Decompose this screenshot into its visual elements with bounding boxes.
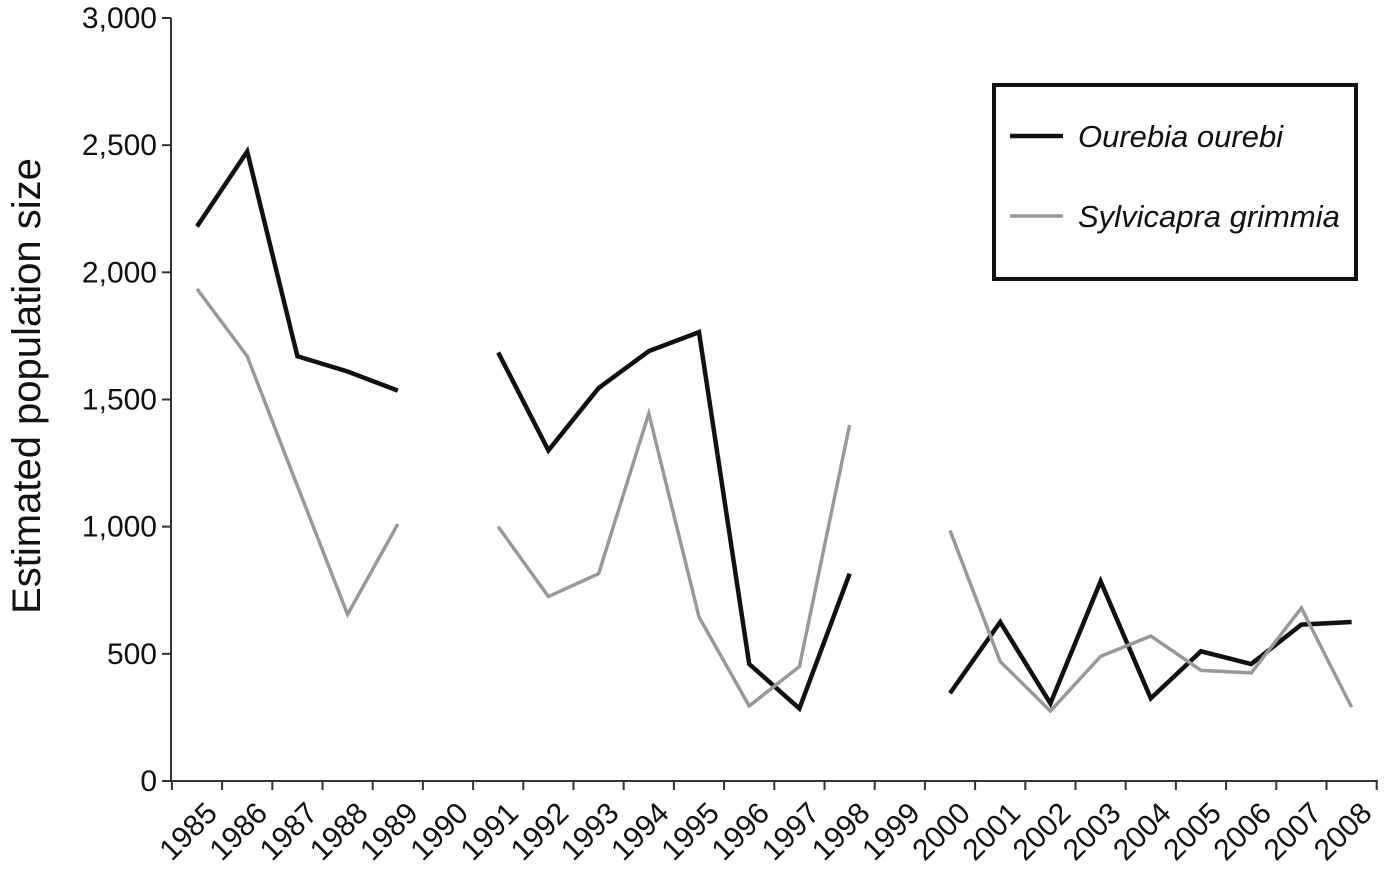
series-line-segment: [496, 406, 852, 709]
series-line-segment: [948, 575, 1352, 709]
x-tick-label: 2001: [957, 797, 1028, 868]
x-tick-label: 2007: [1258, 797, 1329, 868]
x-tick-label: 1990: [404, 797, 475, 868]
series-lines: [195, 146, 1354, 714]
x-tick-label: 1989: [354, 797, 425, 868]
x-tick-label: 1985: [153, 797, 224, 868]
legend-box: [992, 83, 1358, 281]
x-tick-label: 2004: [1107, 797, 1178, 868]
series-line-segment: [496, 329, 852, 713]
y-tick-label: 500: [107, 638, 157, 671]
y-tick-label: 1,000: [82, 511, 157, 544]
x-tick-label: 1998: [806, 797, 877, 868]
x-tick-label: 2002: [1007, 797, 1078, 868]
y-axis-title: Estimated population size: [5, 158, 49, 614]
series-line-segment: [195, 146, 399, 393]
legend-label: Sylvicapra grimmia: [1078, 199, 1340, 234]
legend: Ourebia ourebi Sylvicapra grimmia: [992, 83, 1358, 281]
x-tick-label: 1993: [555, 797, 626, 868]
y-tick-label: 2,500: [82, 129, 157, 162]
series-line-segment: [195, 287, 400, 619]
x-tick-label: 1992: [505, 797, 576, 868]
x-tick-label: 1994: [605, 797, 676, 868]
series-line-segment: [948, 529, 1354, 714]
x-tick-label: 2003: [1057, 797, 1128, 868]
x-tick-label: 1997: [756, 797, 827, 868]
legend-label: Ourebia ourebi: [1078, 119, 1284, 154]
x-tick-label: 2006: [1208, 797, 1279, 868]
x-tick-label: 2008: [1308, 797, 1379, 868]
y-tick-label: 2,000: [82, 256, 157, 289]
x-tick-label: 2005: [1157, 797, 1228, 868]
x-tick-label: 1987: [254, 797, 325, 868]
y-tick-label: 1,500: [82, 384, 157, 417]
series-sylvicapra-grimmia: [195, 287, 1354, 714]
series-ourebia-ourebi: [195, 146, 1352, 713]
x-tick-label: 1999: [856, 797, 927, 868]
x-tick-label: 1988: [304, 797, 375, 868]
x-tick-label: 1991: [455, 797, 526, 868]
x-tick-label: 1996: [706, 797, 777, 868]
x-tick-label: 2000: [906, 797, 977, 868]
x-tick-label: 1986: [204, 797, 275, 868]
x-tick-label: 1995: [655, 797, 726, 868]
y-tick-label: 3,000: [82, 2, 157, 35]
y-tick-label: 0: [140, 765, 157, 798]
